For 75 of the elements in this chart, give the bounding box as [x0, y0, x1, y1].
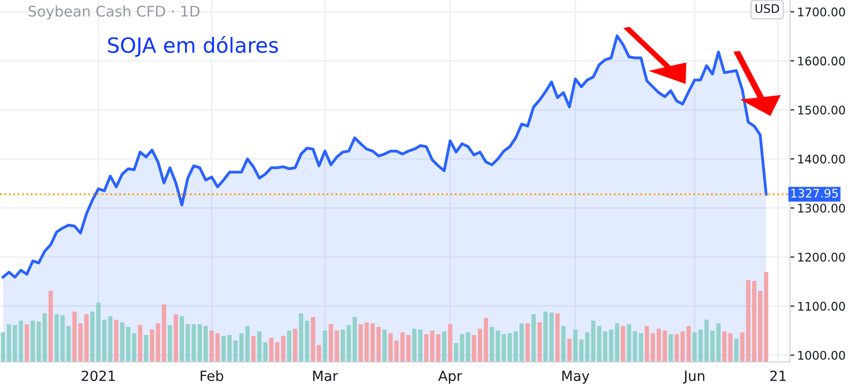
bar: [472, 335, 476, 362]
x-tick-label: Jun: [683, 370, 704, 384]
bar: [310, 317, 316, 362]
x-tick-label: 2021: [82, 370, 115, 382]
bar: [322, 330, 328, 362]
bar: [156, 323, 160, 362]
bar: [549, 312, 554, 362]
bar: [298, 313, 304, 362]
y-tick-label: 1500.00: [798, 106, 845, 115]
bar: [710, 330, 715, 362]
bar: [555, 313, 560, 362]
bar: [239, 333, 244, 362]
x-tick-label: Feb: [200, 370, 224, 382]
bar: [734, 338, 738, 362]
bar: [78, 323, 83, 362]
bar: [442, 331, 446, 362]
bar: [704, 320, 709, 362]
bar: [638, 333, 644, 362]
bar: [716, 323, 721, 362]
bar: [233, 340, 238, 362]
bar: [543, 312, 548, 362]
bar: [221, 336, 226, 362]
bar: [382, 330, 387, 362]
bar: [84, 314, 89, 362]
bar: [114, 320, 118, 362]
bar: [620, 326, 626, 362]
x-tick-label: 21: [770, 370, 786, 381]
bar: [6, 324, 12, 362]
bar: [292, 328, 298, 362]
bar: [227, 335, 232, 362]
y-tick-label: 1700.00: [798, 7, 845, 16]
bar: [138, 325, 142, 362]
y-tick-label: 1000.00: [798, 350, 845, 360]
bar: [150, 330, 154, 362]
bar: [144, 335, 148, 362]
bar: [0, 332, 6, 362]
bar: [561, 326, 566, 362]
bar: [626, 324, 632, 362]
bar: [400, 332, 405, 362]
bar: [251, 336, 256, 362]
text: SOJA em dólares: [108, 36, 278, 57]
y-axis-title: USD: [756, 4, 780, 14]
bar: [162, 304, 166, 362]
chart-title: Soybean Cash CFD · 1D: [28, 5, 200, 20]
bar: [406, 335, 411, 362]
y-tick-label: 1100.00: [798, 302, 845, 311]
bar: [394, 340, 399, 362]
bar: [537, 322, 542, 362]
bar: [174, 314, 178, 362]
y-tick-label: 1400.00: [798, 154, 845, 164]
y-tick-label: 1600.00: [798, 56, 845, 66]
bar: [72, 312, 77, 362]
bar: [287, 330, 292, 362]
x-tick-label: May: [562, 370, 590, 384]
x-tick-label: Mar: [313, 370, 338, 382]
bar: [304, 320, 310, 362]
bar: [531, 314, 536, 362]
bar: [567, 338, 572, 362]
bar: [388, 333, 393, 362]
ref-line-label: 1327.95: [791, 188, 838, 198]
bar: [466, 332, 470, 362]
bar: [168, 325, 172, 362]
y-tick-label: 1200.00: [798, 252, 845, 262]
bar: [632, 331, 638, 362]
bar: [245, 326, 250, 362]
bar: [316, 344, 322, 362]
bar: [478, 328, 482, 362]
bar: [24, 324, 29, 362]
y-tick-label: 1300.00: [798, 204, 845, 213]
bar: [484, 318, 488, 362]
x-tick-label: Apr: [438, 370, 462, 384]
bar: [526, 323, 530, 362]
bar: [668, 334, 673, 362]
bar: [448, 324, 452, 362]
bar: [48, 290, 53, 362]
